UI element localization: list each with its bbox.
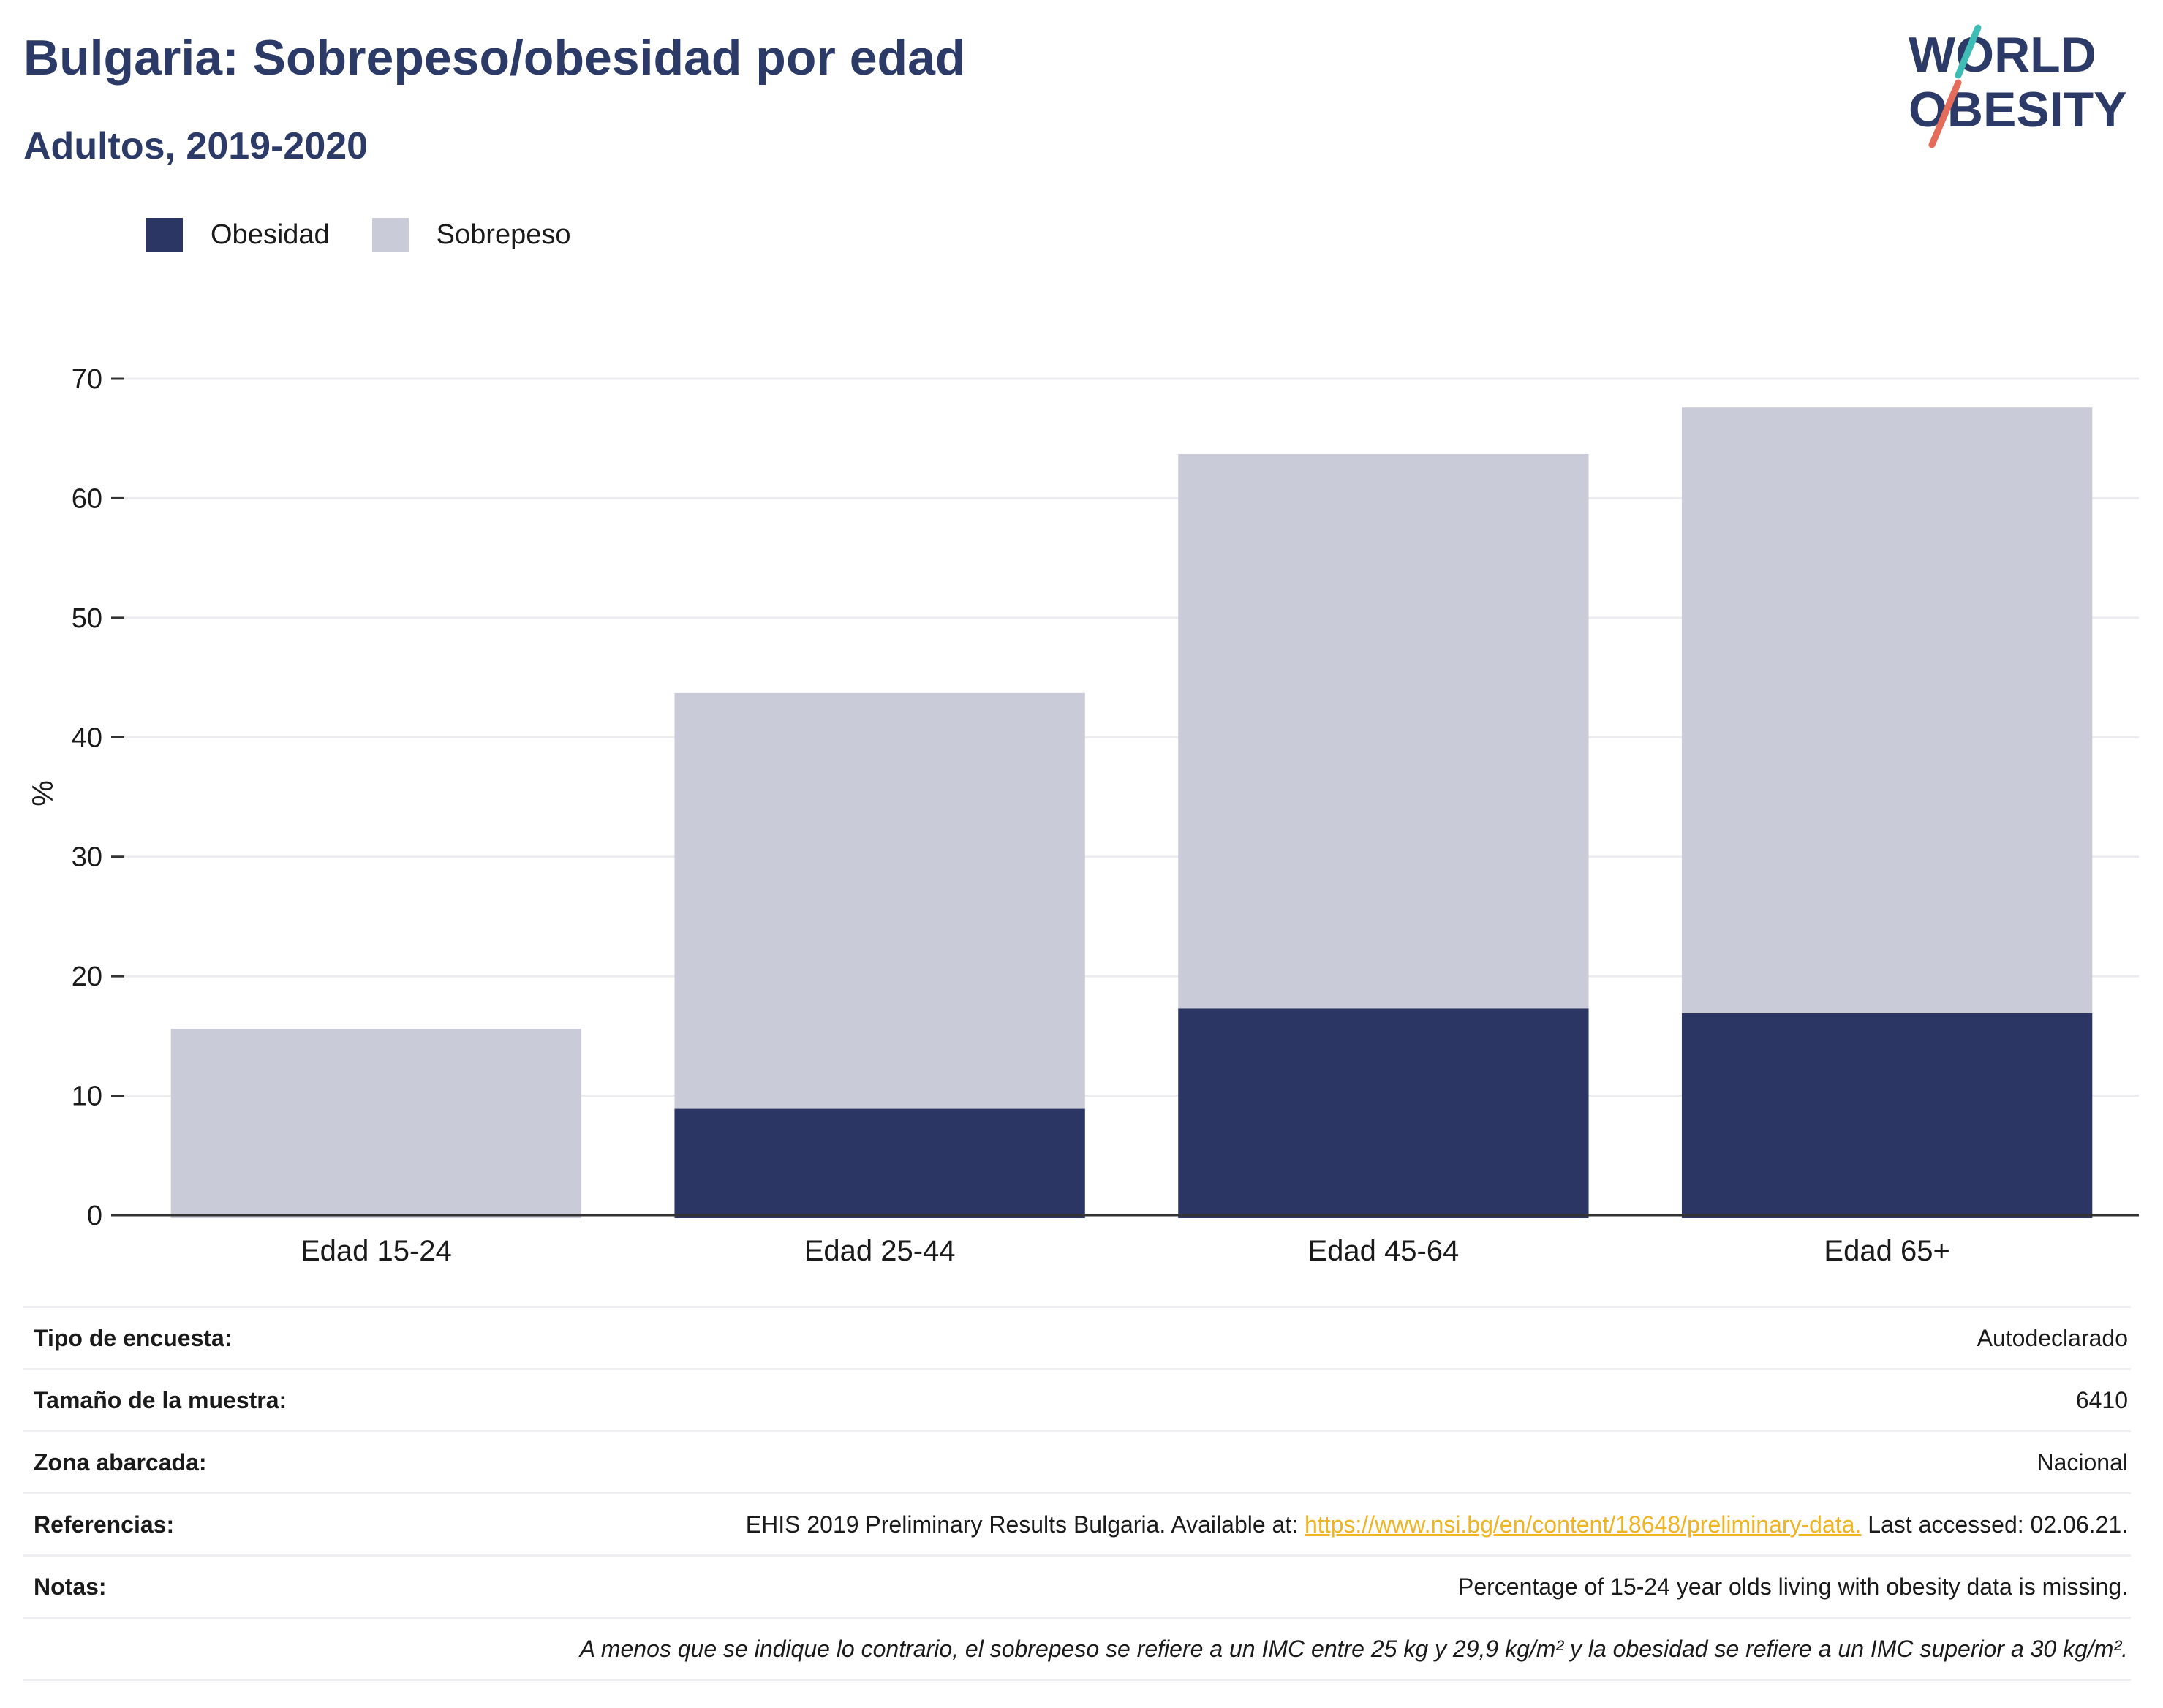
legend-swatch-overweight	[371, 218, 409, 252]
info-row-survey-type: Tipo de encuesta: Autodeclarado	[23, 1306, 2131, 1368]
chart-title: Bulgaria: Sobrepeso/obesidad por edad	[23, 30, 966, 86]
legend-item-obesity[interactable]: Obesidad	[146, 218, 330, 252]
bar-overweight	[1681, 407, 2093, 1013]
y-tick-label: 70	[72, 364, 102, 395]
footnote-text: A menos que se indique lo contrario, el …	[579, 1635, 2128, 1662]
info-label: Referencias:	[34, 1511, 175, 1538]
logo-slash-coral	[1928, 79, 1962, 148]
bar-obesity	[674, 1108, 1085, 1218]
info-row-references: Referencias: EHIS 2019 Preliminary Resul…	[23, 1492, 2131, 1554]
bar-overweight	[674, 692, 1085, 1109]
info-value: 6410	[2075, 1386, 2128, 1413]
info-value: Autodeclarado	[1977, 1324, 2128, 1351]
x-tick-label: Edad 65+	[1824, 1235, 1949, 1267]
reference-suffix: Last accessed: 02.06.21.	[1861, 1511, 2128, 1538]
y-tick-label: 50	[72, 603, 102, 634]
info-row-notes: Notas: Percentage of 15-24 year olds liv…	[23, 1554, 2131, 1617]
info-table: Tipo de encuesta: Autodeclarado Tamaño d…	[23, 1306, 2131, 1681]
legend: Obesidad Sobrepeso	[146, 218, 613, 252]
y-tick-label: 60	[72, 483, 102, 514]
bar-chart: 0 10 20 30 40 50 60 70% Edad 15-24 Edad 25-44 Edad…	[27, 364, 2139, 1267]
x-tick-label: Edad 25-44	[804, 1235, 956, 1267]
legend-label-obesity: Obesidad	[211, 219, 330, 250]
bar-obesity	[1178, 1008, 1589, 1218]
info-row-sample-size: Tamaño de la muestra: 6410	[23, 1368, 2131, 1430]
bar-obesity	[1681, 1013, 2093, 1218]
x-tick-label: Edad 15-24	[301, 1235, 452, 1267]
bar-overweight	[170, 1029, 582, 1218]
legend-label-overweight: Sobrepeso	[436, 219, 571, 250]
y-tick-label: 20	[72, 961, 102, 992]
logo-text-world: WORLD	[1909, 27, 2096, 83]
logo-slash-teal	[1955, 24, 1982, 79]
y-tick-label: 10	[72, 1081, 102, 1112]
info-value: EHIS 2019 Preliminary Results Bulgaria. …	[746, 1511, 2131, 1538]
world-obesity-logo: WORLD OBESITY	[1909, 24, 2127, 148]
reference-link[interactable]: https://www.nsi.bg/en/content/18648/prel…	[1305, 1511, 1862, 1538]
info-label: Zona abarcada:	[34, 1448, 207, 1475]
info-label: Tipo de encuesta:	[34, 1324, 233, 1351]
info-row-footnote: A menos que se indique lo contrario, el …	[23, 1617, 2131, 1681]
info-label: Notas:	[34, 1573, 107, 1600]
x-tick-label: Edad 45-64	[1307, 1235, 1459, 1267]
y-tick-label: 30	[72, 842, 102, 873]
info-value: Percentage of 15-24 year olds living wit…	[1457, 1573, 2128, 1600]
info-row-area: Zona abarcada: Nacional	[23, 1430, 2131, 1492]
info-label: Tamaño de la muestra:	[34, 1386, 287, 1413]
y-axis-label: %	[27, 780, 59, 806]
chart-subtitle: Adultos, 2019-2020	[23, 125, 369, 167]
legend-item-overweight[interactable]: Sobrepeso	[371, 218, 571, 252]
y-tick-label: 40	[72, 722, 102, 753]
reference-prefix: EHIS 2019 Preliminary Results Bulgaria. …	[745, 1511, 1305, 1538]
legend-swatch-obesity	[146, 218, 183, 252]
y-tick-label: 0	[87, 1201, 102, 1231]
bar-overweight	[1178, 453, 1589, 1009]
info-value: Nacional	[2036, 1448, 2128, 1475]
